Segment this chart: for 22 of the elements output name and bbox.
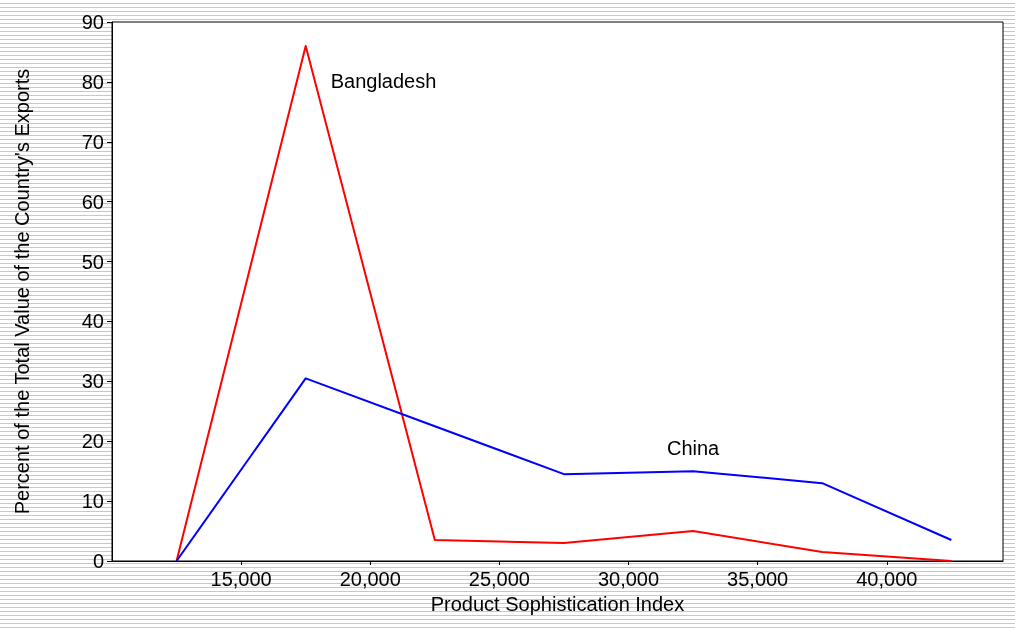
x-tick-label: 15,000 bbox=[210, 568, 272, 590]
y-tick-label: 80 bbox=[81, 70, 104, 93]
y-tick-label: 20 bbox=[81, 430, 104, 453]
x-tick-label: 20,000 bbox=[339, 568, 401, 590]
series-label: Bangladesh bbox=[330, 69, 437, 92]
x-tick-label: 40,000 bbox=[856, 568, 918, 590]
line-series bbox=[175, 377, 953, 562]
y-tick-label: 70 bbox=[81, 130, 104, 153]
y-tick-label: 10 bbox=[81, 490, 104, 513]
y-tick-label: 0 bbox=[92, 550, 104, 572]
y-tick-label: 60 bbox=[81, 190, 104, 213]
y-tick-label: 50 bbox=[81, 250, 104, 273]
x-axis-title: Product Sophistication Index bbox=[430, 592, 685, 615]
x-tick-label: 30,000 bbox=[597, 568, 660, 590]
y-tick-label: 40 bbox=[81, 310, 104, 333]
series-label: China bbox=[666, 437, 721, 460]
x-tick-label: 35,000 bbox=[727, 568, 789, 590]
y-tick-label: 90 bbox=[81, 11, 104, 33]
y-axis-title: Percent of the Total Value of the Country's Exports bbox=[11, 68, 33, 515]
x-tick-label: 25,000 bbox=[468, 568, 530, 590]
y-tick-label: 30 bbox=[81, 370, 104, 393]
line-series bbox=[175, 44, 953, 562]
